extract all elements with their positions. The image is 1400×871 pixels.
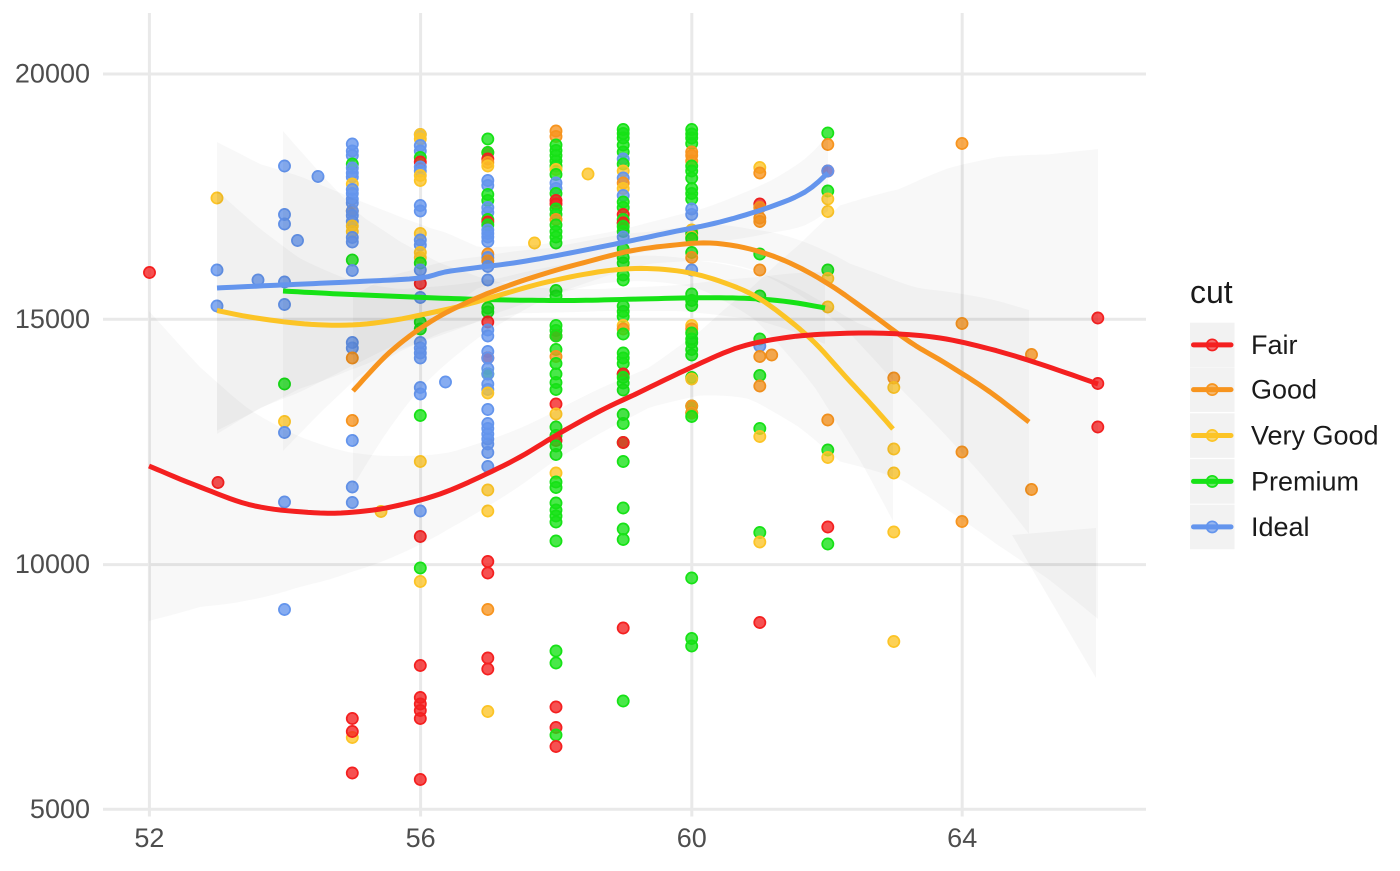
svg-text:64: 64: [947, 823, 977, 853]
svg-text:5000: 5000: [30, 794, 90, 824]
svg-text:15000: 15000: [15, 304, 90, 334]
svg-text:Fair: Fair: [1251, 330, 1298, 360]
svg-text:Ideal: Ideal: [1251, 512, 1310, 542]
svg-text:20000: 20000: [15, 59, 90, 89]
svg-text:60: 60: [677, 823, 707, 853]
svg-text:Very Good: Very Good: [1251, 421, 1379, 451]
svg-text:cut: cut: [1190, 274, 1233, 310]
svg-text:52: 52: [134, 823, 164, 853]
svg-text:10000: 10000: [15, 549, 90, 579]
svg-text:56: 56: [406, 823, 436, 853]
svg-text:Premium: Premium: [1251, 466, 1359, 496]
svg-text:Good: Good: [1251, 375, 1317, 405]
